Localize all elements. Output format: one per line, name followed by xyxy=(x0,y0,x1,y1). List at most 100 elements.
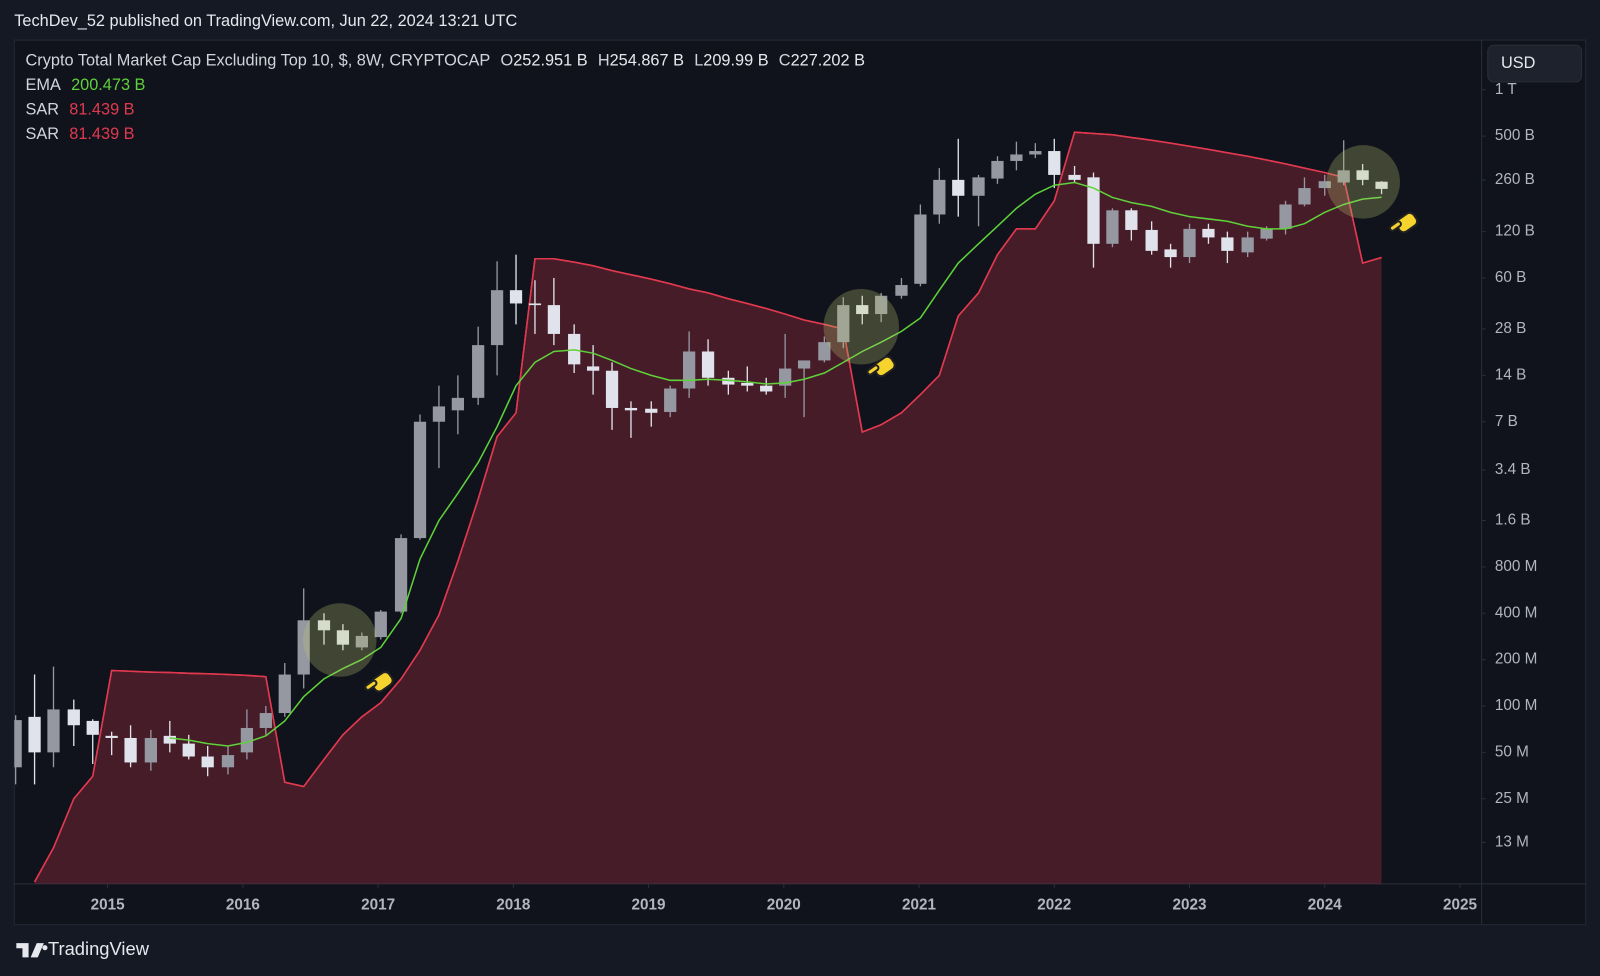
candle-body xyxy=(1318,181,1331,189)
ohlc-value: 252.951 B xyxy=(513,52,587,70)
candle xyxy=(779,333,792,398)
candle xyxy=(1145,221,1158,255)
ohlc-value: 209.99 B xyxy=(703,52,768,70)
candle-body xyxy=(1010,154,1023,161)
candle-body xyxy=(991,160,1004,179)
x-tick-label: 2023 xyxy=(1173,896,1207,913)
candle-body xyxy=(933,179,946,215)
candle xyxy=(67,699,80,746)
candle xyxy=(818,336,831,363)
candle-body xyxy=(1260,228,1273,239)
x-tick-label: 2019 xyxy=(632,896,666,913)
candle xyxy=(547,277,561,346)
candle xyxy=(741,366,754,392)
candle xyxy=(28,674,41,785)
candle xyxy=(1202,223,1215,244)
chart-title: Crypto Total Market Cap Excluding Top 10… xyxy=(26,52,491,70)
candle-body xyxy=(1337,170,1350,183)
legend-value: 200.473 B xyxy=(71,76,145,94)
candle xyxy=(105,731,118,756)
candle xyxy=(14,715,22,785)
y-tick-label: 800 M xyxy=(1495,558,1538,575)
candle-body xyxy=(1183,228,1196,258)
candle-body xyxy=(547,305,561,334)
x-tick-label: 2015 xyxy=(91,896,126,913)
candle xyxy=(1221,231,1234,264)
candle xyxy=(509,254,523,325)
candle-body xyxy=(837,305,850,343)
candle xyxy=(355,632,368,651)
candle-body xyxy=(856,305,869,315)
legend-name: SAR xyxy=(26,101,60,119)
candle-body xyxy=(1087,177,1100,244)
candle xyxy=(624,401,638,438)
candle xyxy=(163,720,176,753)
chart-header: Crypto Total Market Cap Excluding Top 10… xyxy=(26,52,866,70)
sar-line xyxy=(33,131,1382,883)
candle xyxy=(1068,165,1081,183)
candle xyxy=(664,385,677,418)
legend-name: SAR xyxy=(26,125,60,143)
candle-body xyxy=(683,351,696,389)
candle-body xyxy=(818,342,831,361)
currency-label: USD xyxy=(1501,54,1535,72)
candle xyxy=(394,534,408,614)
candle-body xyxy=(779,368,792,386)
pointer-icon xyxy=(364,671,394,693)
candle xyxy=(528,280,542,334)
candle-body xyxy=(741,382,754,386)
candle xyxy=(972,174,985,227)
x-tick-label: 2016 xyxy=(226,896,260,913)
candle-body xyxy=(1048,151,1061,175)
candle-body xyxy=(144,737,157,763)
legend-value: 81.439 B xyxy=(69,101,134,119)
candle-body xyxy=(317,620,331,631)
candle-body xyxy=(163,735,176,744)
y-tick-label: 100 M xyxy=(1495,697,1538,714)
sar-area xyxy=(34,132,1382,884)
candle xyxy=(86,719,99,765)
candle-body xyxy=(528,303,542,306)
candle xyxy=(875,292,888,323)
candle-body xyxy=(586,366,600,371)
candle-body xyxy=(451,397,464,411)
legend-entry: SAR 81.439 B xyxy=(26,101,135,119)
candle-body xyxy=(1356,170,1369,180)
y-tick-label: 50 M xyxy=(1495,743,1529,760)
candle-body xyxy=(1298,188,1311,205)
candle-body xyxy=(875,295,888,315)
ohlc-value: 227.202 B xyxy=(791,52,865,70)
x-tick-label: 2018 xyxy=(496,896,531,913)
y-tick-label: 60 B xyxy=(1495,269,1526,286)
ohlc-key: H xyxy=(598,52,610,70)
candle xyxy=(914,204,927,287)
ohlc-value: 254.867 B xyxy=(610,52,684,70)
candle-body xyxy=(297,620,310,675)
candle xyxy=(722,370,735,395)
candle-body xyxy=(605,370,619,408)
candle xyxy=(1318,174,1331,196)
candle xyxy=(221,745,235,775)
candle xyxy=(124,725,137,768)
candle-body xyxy=(1125,210,1138,230)
legend-value: 81.439 B xyxy=(69,125,134,143)
y-tick-label: 7 B xyxy=(1495,413,1518,430)
candle xyxy=(201,745,214,777)
y-tick-label: 400 M xyxy=(1495,604,1538,621)
y-tick-label: 14 B xyxy=(1495,366,1526,383)
candle-body xyxy=(28,716,41,753)
candle-body xyxy=(14,720,22,768)
candle xyxy=(47,666,60,768)
candle-body xyxy=(490,290,504,346)
candle-body xyxy=(664,388,677,412)
currency-button[interactable] xyxy=(1487,44,1583,83)
candle-body xyxy=(67,709,80,726)
candle xyxy=(278,663,291,717)
highlight-circle xyxy=(303,603,377,677)
candle xyxy=(1241,231,1254,258)
candle xyxy=(1183,223,1196,264)
candle xyxy=(991,156,1004,184)
highlight-circle xyxy=(1326,145,1400,219)
